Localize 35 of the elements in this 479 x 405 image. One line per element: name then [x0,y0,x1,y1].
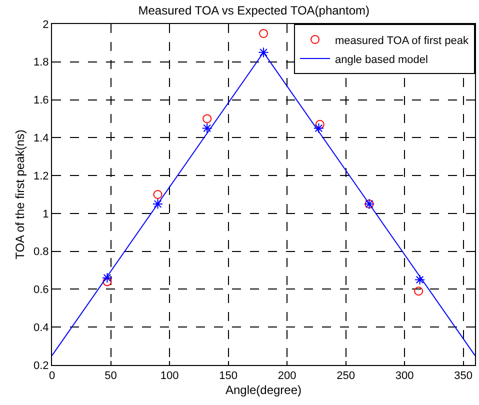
y-tick-label: 0.4 [34,322,49,334]
point [202,114,212,124]
point [258,47,269,58]
legend-label: measured TOA of first peak [335,34,469,47]
y-axis-title: TOA of the first peak(ns) [12,130,27,260]
x-tick-label: 300 [395,370,414,382]
x-tick-label: 250 [336,370,355,382]
x-axis-title: Angle(degree) [225,383,302,398]
chart-title: Measured TOA vs Expected TOA(phantom) [138,3,370,18]
x-tick-label: 150 [219,370,238,382]
point [414,286,424,296]
y-tick-label: 0.8 [34,246,49,258]
y-tick-label: 0.2 [34,360,49,372]
y-tick-label: 2 [42,18,49,31]
y-tick-label: 1.4 [34,132,49,145]
point [152,198,164,210]
legend-label: angle based model [335,54,428,66]
point [313,122,324,134]
x-tick-label: 100 [160,370,179,382]
point [259,28,268,38]
y-tick-label: 1 [42,208,49,220]
x-tick-label: 200 [278,370,296,382]
y-tick-label: 1.8 [34,56,49,69]
point [153,190,162,199]
y-tick-label: 1.2 [34,170,49,182]
x-tick-label: 350 [454,370,472,382]
point [315,120,324,129]
point [414,274,426,286]
y-tick-label: 1.6 [34,94,49,107]
point [102,272,113,284]
y-tick-label: 0.6 [34,284,49,296]
point [102,277,112,286]
point [202,122,212,134]
x-tick-label: 50 [104,370,117,382]
x-tick-label: 0 [48,370,56,382]
